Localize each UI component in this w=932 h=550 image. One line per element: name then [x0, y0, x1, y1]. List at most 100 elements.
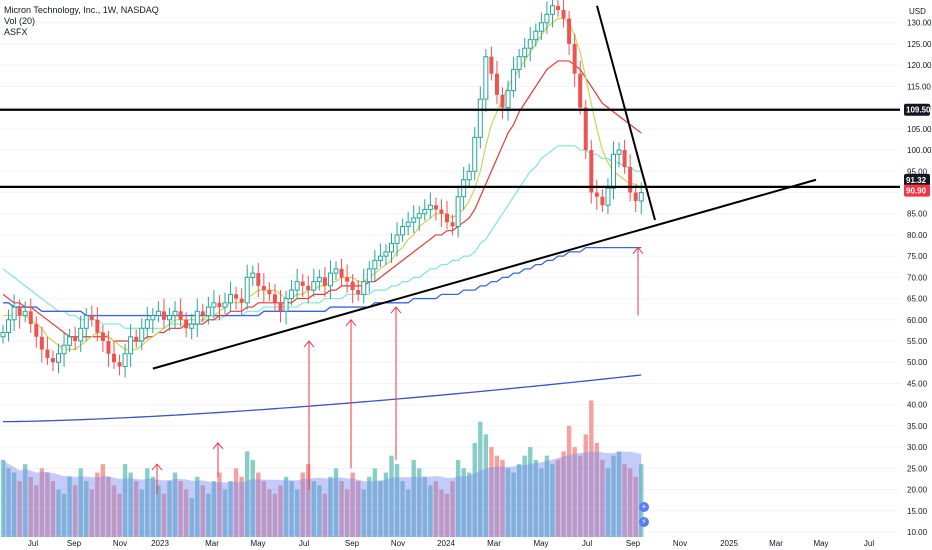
volume-bar	[28, 476, 33, 537]
candle-body-up	[611, 153, 616, 189]
candle-body-down	[567, 18, 572, 44]
price-axis-background	[900, 0, 932, 550]
candle-body-down	[39, 336, 44, 350]
candle-body-up	[222, 302, 228, 308]
time-tick-label: Nov	[113, 539, 127, 548]
candles	[0, 0, 644, 378]
candle-body-up	[150, 315, 156, 321]
price-tick-label: 40.00	[907, 401, 928, 410]
candle-body-down	[489, 56, 494, 74]
ma-navy-line	[2, 374, 642, 423]
volume-bar	[605, 468, 611, 537]
volume-bar	[361, 489, 366, 537]
candle-body-down	[100, 332, 105, 342]
candle-body-up	[155, 310, 161, 317]
volume-bar	[111, 485, 117, 537]
volume-bar	[183, 489, 189, 537]
candle-body-up	[294, 281, 300, 291]
up-arrow-head	[632, 246, 644, 254]
candle-body-up	[461, 179, 467, 198]
volume-bar	[134, 481, 139, 537]
candle-body-down	[256, 273, 261, 286]
candle-body-up	[144, 319, 150, 329]
time-tick-label: Jul	[28, 539, 38, 548]
candle-body-up	[361, 281, 367, 295]
candle-body-up	[22, 310, 28, 317]
candle-body-up	[78, 327, 84, 342]
symbol-title[interactable]: Micron Technology, Inc., 1W, NASDAQ	[4, 5, 159, 15]
candle-body-up	[411, 217, 417, 223]
volume-bar	[350, 472, 355, 537]
volume-bar	[444, 493, 450, 537]
volume-bar	[405, 489, 411, 537]
candle-body-down	[600, 196, 605, 206]
up-arrow-head	[212, 442, 224, 450]
volume-bar	[333, 468, 339, 537]
ma-teal-line	[2, 145, 642, 329]
descending-trendline	[596, 5, 656, 221]
volume-bar	[627, 468, 633, 537]
candle-body-up	[205, 306, 211, 317]
price-tick-label: 130.00	[907, 19, 932, 28]
volume-indicator-label[interactable]: Vol (20)	[4, 16, 36, 26]
volume-bar	[145, 468, 150, 537]
plus-icon[interactable]: +	[639, 502, 649, 512]
lightning-icon[interactable]: ⚡	[639, 517, 649, 527]
volume-bar	[328, 476, 333, 537]
candle-body-up	[383, 251, 389, 257]
volume-bar	[483, 434, 489, 537]
candle-body-up	[172, 310, 178, 317]
volume-bar	[39, 468, 45, 537]
time-tick-label: Sep	[345, 539, 360, 548]
currency-label: USD	[909, 7, 926, 16]
volume-bar	[339, 481, 344, 537]
volume-bar	[256, 472, 261, 537]
candle-body-down	[556, 5, 560, 10]
volume-bar	[467, 472, 472, 537]
candle-body-up	[416, 213, 422, 219]
asfx-indicator-label[interactable]: ASFX	[4, 27, 28, 37]
price-tick-label: 20.00	[907, 486, 928, 495]
candle-body-down	[239, 298, 244, 303]
volume-bar	[566, 425, 572, 537]
ma-fast-line	[3, 17, 642, 351]
time-tick-label: Mar	[769, 539, 783, 548]
candle-body-down	[184, 319, 189, 329]
candle-body-up	[511, 68, 517, 92]
volume-bar	[383, 472, 389, 537]
candle-body-up	[128, 336, 134, 355]
candle-body-down	[261, 285, 266, 291]
time-axis[interactable]: Jul Sep Nov 2023 Mar May Jul Sep Nov 2024 Mar May Ju…	[0, 537, 932, 550]
volume-bars	[0, 400, 644, 537]
drawings	[0, 5, 900, 494]
volume-bar	[494, 455, 500, 537]
candle-body-up	[0, 332, 6, 338]
time-tick-label: Jul	[582, 539, 592, 548]
candle-body-up	[455, 196, 461, 227]
volume-bar	[311, 481, 316, 537]
volume-bar	[489, 447, 494, 537]
price-axis[interactable]: USD130.00125.00120.00115.00110.00105.001…	[900, 0, 932, 550]
price-tags: 109.50 91.32 90.90	[904, 103, 931, 197]
volume-bar	[450, 481, 455, 537]
candle-body-down	[117, 362, 122, 367]
time-tick-label: Sep	[626, 539, 641, 548]
volume-bar	[150, 476, 156, 537]
volume-bar	[106, 476, 111, 537]
volume-bar	[228, 481, 233, 537]
candle-body-down	[339, 268, 344, 278]
volume-bar	[544, 455, 550, 537]
price-tick-label: 55.00	[907, 337, 928, 346]
volume-bar	[555, 459, 561, 537]
volume-bar	[600, 459, 605, 537]
candle-body-up	[522, 47, 528, 58]
volume-bar	[317, 485, 322, 537]
candle-body-down	[95, 319, 100, 333]
volume-bar	[11, 472, 17, 537]
candle-body-down	[628, 167, 633, 193]
price-tick-label: 60.00	[907, 316, 928, 325]
volume-bar	[306, 464, 311, 537]
volume-bar	[289, 481, 294, 537]
